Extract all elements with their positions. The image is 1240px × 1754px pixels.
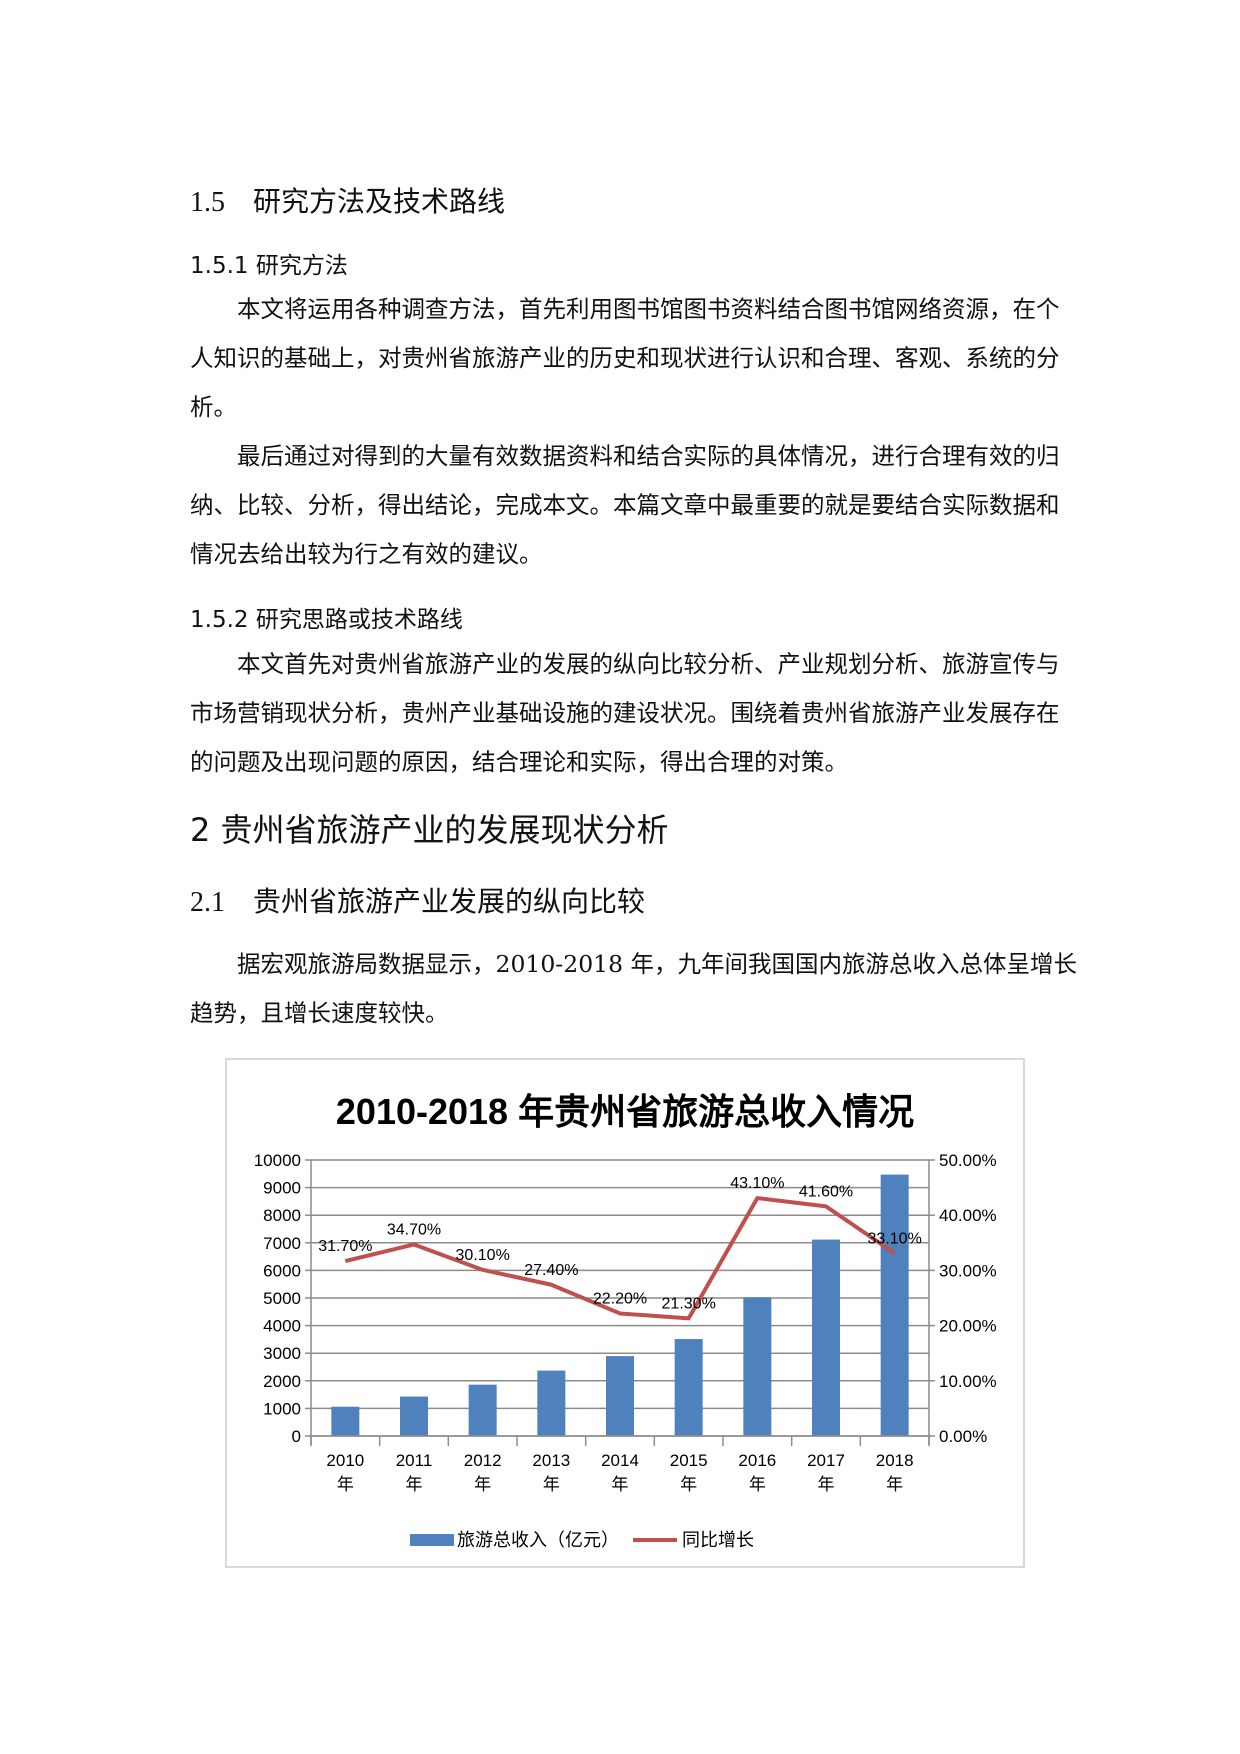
growth-data-label: 22.20% xyxy=(593,1290,647,1307)
growth-data-label: 30.10% xyxy=(456,1247,510,1264)
bar-2015 xyxy=(674,1339,703,1436)
y-right-tick-label: 50.00% xyxy=(939,1151,997,1170)
section-2-1-heading: 2.1 贵州省旅游产业发展的纵向比较 xyxy=(190,885,646,918)
growth-data-label: 43.10% xyxy=(730,1175,784,1192)
bar-2013 xyxy=(537,1370,566,1436)
chart-title: 2010-2018 年贵州省旅游总收入情况 xyxy=(336,1091,914,1132)
y-left-tick-label: 9000 xyxy=(263,1179,301,1198)
y-left-tick-label: 4000 xyxy=(263,1317,301,1336)
section-1-5-1-heading: 1.5.1 研究方法 xyxy=(190,253,348,279)
legend-growth: 同比增长 xyxy=(682,1530,754,1550)
x-tick-label: 2010 xyxy=(326,1451,364,1470)
y-right-tick-label: 0.00% xyxy=(939,1427,987,1446)
revenue-chart: 2010-2018 年贵州省旅游总收入情况 0 1000 2000 3000 4000 5… xyxy=(225,1058,1025,1568)
section-1-5-2-heading: 1.5.2 研究思路或技术路线 xyxy=(190,607,463,633)
paragraph-approach: 本文首先对贵州省旅游产业的发展的纵向比较分析、产业规划分析、旅游宣传与市场营销现… xyxy=(190,650,1060,776)
y-left-tick-label: 0 xyxy=(292,1427,301,1446)
x-tick-label: 2016 xyxy=(738,1451,776,1470)
legend-revenue: 旅游总收入（亿元） xyxy=(457,1530,619,1550)
x-tick-label-suffix: 年 xyxy=(886,1475,903,1494)
bar-2010 xyxy=(331,1406,360,1436)
y-right-tick-label: 20.00% xyxy=(939,1317,997,1336)
y-right-tick-label: 40.00% xyxy=(939,1206,997,1225)
x-tick-label-suffix: 年 xyxy=(749,1475,766,1494)
y-left-tick-label: 8000 xyxy=(263,1206,301,1225)
growth-data-label: 31.70% xyxy=(318,1238,372,1255)
x-tick-label-suffix: 年 xyxy=(474,1475,491,1494)
x-tick-label: 2012 xyxy=(464,1451,502,1470)
y-left-tick-label: 5000 xyxy=(263,1289,301,1308)
bar-2012 xyxy=(468,1384,497,1436)
x-tick-label-suffix: 年 xyxy=(543,1475,560,1494)
y-left-tick-label: 6000 xyxy=(263,1261,301,1280)
y-left-tick-label: 2000 xyxy=(263,1372,301,1391)
paragraph-intro: 据宏观旅游局数据显示，2010-2018 年，九年间我国国内旅游总收入总体呈增长… xyxy=(190,950,1078,1027)
y-left-tick-label: 7000 xyxy=(263,1234,301,1253)
section-1-5-heading: 1.5 研究方法及技术路线 xyxy=(190,185,506,218)
bar-2011 xyxy=(400,1396,428,1436)
y-left-tick-label: 1000 xyxy=(263,1399,301,1418)
legend-bar-swatch xyxy=(410,1534,454,1546)
x-tick-label: 2018 xyxy=(876,1451,914,1470)
y-left-tick-label: 3000 xyxy=(263,1344,301,1363)
x-tick-label-suffix: 年 xyxy=(612,1475,629,1494)
x-tick-label-suffix: 年 xyxy=(680,1475,697,1494)
growth-line xyxy=(344,1196,896,1321)
paragraph-methods: 本文将运用各种调查方法，首先利用图书馆图书资料结合图书馆网络资源，在个人知识的基… xyxy=(190,295,1060,568)
x-tick-label-suffix: 年 xyxy=(406,1475,423,1494)
bar-2018 xyxy=(880,1174,909,1436)
growth-data-label: 27.40% xyxy=(524,1262,578,1279)
x-tick-label: 2015 xyxy=(670,1451,708,1470)
growth-data-label: 21.30% xyxy=(662,1295,716,1312)
x-tick-label: 2013 xyxy=(532,1451,570,1470)
chapter-2-heading: 2 贵州省旅游产业的发展现状分析 xyxy=(190,811,669,849)
y-left-tick-label: 10000 xyxy=(254,1151,301,1170)
growth-data-label: 33.10% xyxy=(868,1230,922,1247)
growth-data-label: 41.60% xyxy=(799,1183,853,1200)
bar-2016 xyxy=(743,1297,772,1436)
growth-data-label: 34.70% xyxy=(387,1221,441,1238)
x-tick-label-suffix: 年 xyxy=(818,1475,835,1494)
bar-2014 xyxy=(606,1356,634,1436)
y-right-tick-label: 30.00% xyxy=(939,1261,997,1280)
x-tick-label: 2017 xyxy=(807,1451,845,1470)
chart-svg: 2010-2018 年贵州省旅游总收入情况 0 1000 2000 3000 4000 5… xyxy=(254,1091,997,1550)
bar-2017 xyxy=(812,1239,840,1436)
x-tick-label: 2014 xyxy=(601,1451,639,1470)
x-tick-label-suffix: 年 xyxy=(337,1475,354,1494)
x-tick-label: 2011 xyxy=(396,1451,433,1470)
y-right-tick-label: 10.00% xyxy=(939,1372,997,1391)
